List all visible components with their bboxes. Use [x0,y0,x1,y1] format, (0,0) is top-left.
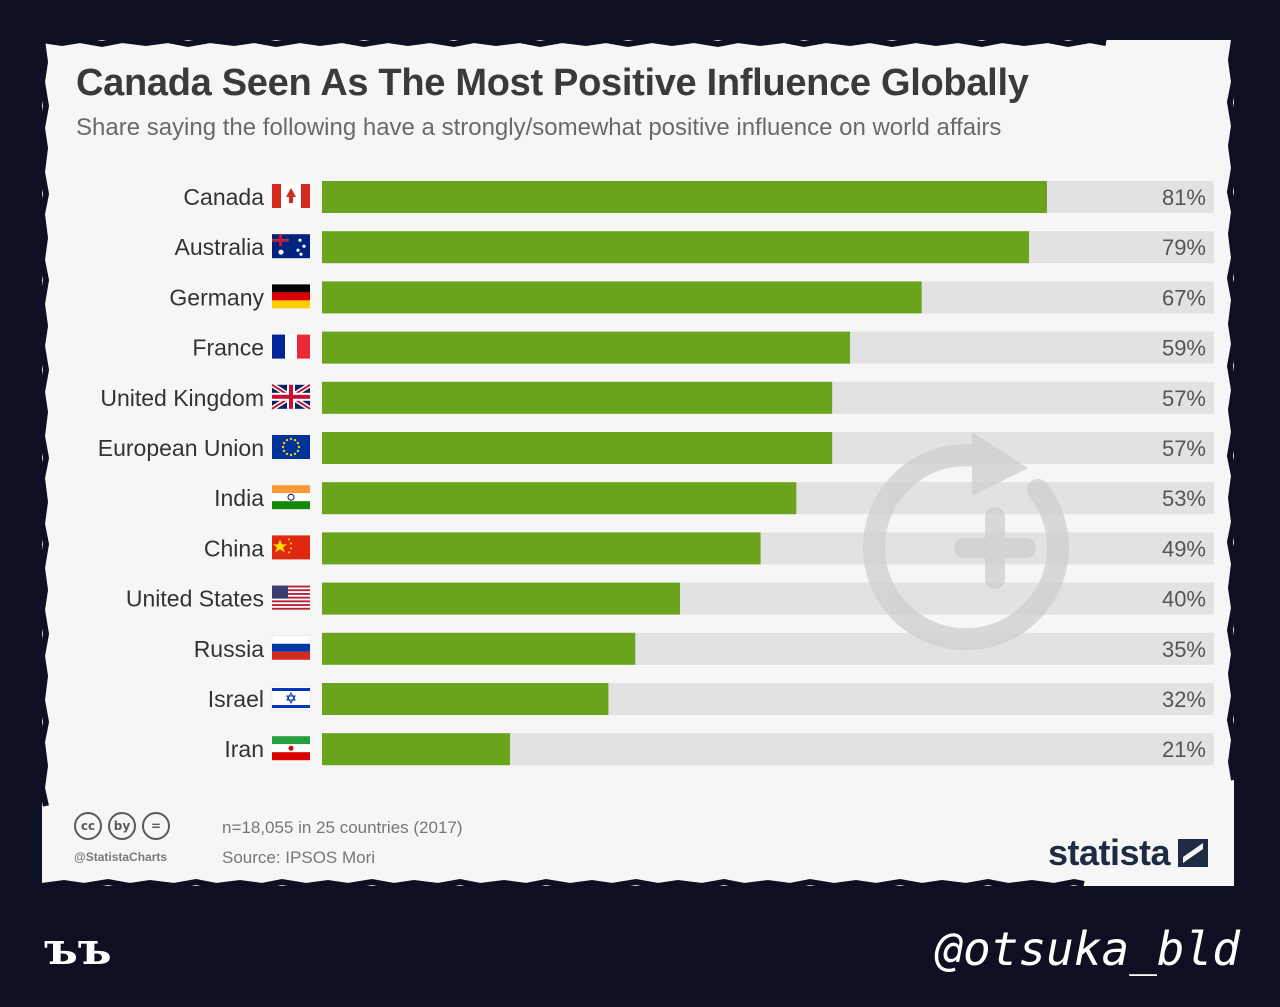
bar-france [322,331,851,364]
germany-flag-icon [272,284,310,309]
iran-flag-icon [272,736,310,761]
bar-india [322,482,797,515]
bar-germany [322,281,922,314]
bar-european-union [322,432,833,464]
bar-russia [322,632,636,665]
source-note: Source: IPSOS Mori [222,848,376,867]
statista-handle: @StatistaCharts [74,850,168,864]
value-label-united-kingdom: 57% [1162,386,1206,411]
value-label-russia: 35% [1162,637,1206,662]
nd-icon: = [142,812,170,840]
value-label-israel: 32% [1162,687,1206,712]
bar-israel [322,683,609,715]
chart-card: Canada Seen As The Most Positive Influen… [42,40,1234,886]
israel-flag-icon [271,685,311,711]
cc-icon: cc [74,812,102,840]
china-flag-icon [272,535,310,560]
category-label-germany: Germany [169,284,264,310]
united-kingdom-flag-icon [270,382,312,411]
value-label-canada: 81% [1162,185,1206,210]
value-label-germany: 67% [1162,285,1206,310]
value-label-australia: 79% [1162,235,1206,260]
australia-flag-icon [272,234,310,259]
value-label-united-states: 40% [1162,587,1206,612]
value-label-european-union: 57% [1162,436,1206,461]
category-label-france: France [192,335,264,361]
category-label-european-union: European Union [98,435,264,461]
category-label-russia: Russia [194,636,265,662]
statista-logo-icon [1178,839,1209,867]
category-label-united-kingdom: United Kingdom [100,385,264,411]
statista-wordmark: statista [1048,832,1171,873]
european-union-flag-icon [272,435,310,459]
value-label-china: 49% [1162,536,1206,561]
bar-canada [322,181,1047,213]
category-label-israel: Israel [208,686,264,712]
license-icons: cc by = [74,812,170,840]
bar-chart: Canada 81% Australia 79% Germany [98,181,1214,766]
russia-flag-icon [271,635,311,660]
bar-iran [322,733,510,766]
bar-united-states [322,582,680,615]
bar-china [322,532,761,565]
value-label-india: 53% [1162,486,1206,511]
left-signature-mark: ъъ [44,924,112,975]
india-flag-icon [272,485,310,510]
category-label-china: China [204,535,264,561]
bar-australia [322,231,1030,264]
canada-flag-icon [272,184,310,208]
value-label-iran: 21% [1162,737,1206,762]
category-label-united-states: United States [126,586,264,612]
statista-logo: statista [1048,832,1209,874]
bar-united-kingdom [322,381,833,414]
by-icon: by [108,812,136,840]
value-label-france: 59% [1162,336,1206,361]
category-label-australia: Australia [175,234,265,260]
category-label-india: India [214,485,264,511]
right-signature-handle: @otsuka_bld [935,922,1240,976]
united-states-flag-icon [272,585,310,610]
category-label-iran: Iran [224,736,264,762]
sample-note: n=18,055 in 25 countries (2017) [222,818,463,837]
category-label-canada: Canada [183,184,264,210]
france-flag-icon [272,334,310,359]
